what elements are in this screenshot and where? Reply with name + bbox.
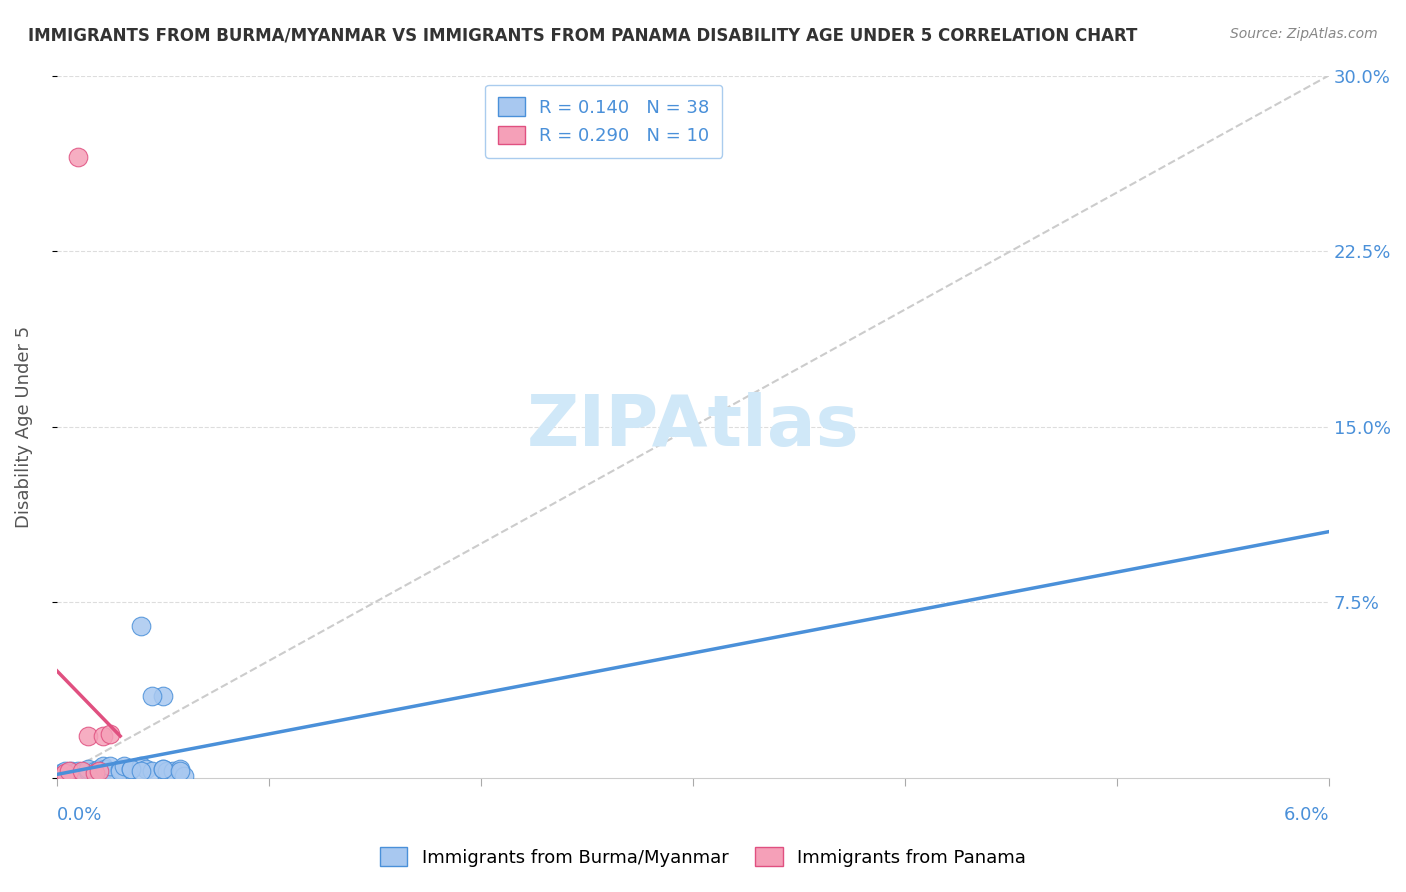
Point — [169, 764, 191, 778]
Point — [141, 689, 163, 703]
Point — [60, 764, 83, 778]
Point — [52, 769, 75, 783]
Text: 6.0%: 6.0% — [1284, 806, 1329, 824]
Point — [141, 764, 163, 778]
Point — [98, 759, 121, 773]
Text: 0.0%: 0.0% — [56, 806, 103, 824]
Point — [70, 766, 93, 780]
Legend: Immigrants from Burma/Myanmar, Immigrants from Panama: Immigrants from Burma/Myanmar, Immigrant… — [373, 840, 1033, 874]
Text: Source: ZipAtlas.com: Source: ZipAtlas.com — [1230, 27, 1378, 41]
Point — [62, 766, 84, 780]
Point — [131, 619, 153, 633]
Point — [91, 759, 114, 773]
Text: ZIPAtlas: ZIPAtlas — [526, 392, 859, 461]
Point — [66, 766, 89, 780]
Point — [120, 762, 142, 776]
Point — [49, 766, 72, 780]
Point — [77, 762, 100, 776]
Text: IMMIGRANTS FROM BURMA/MYANMAR VS IMMIGRANTS FROM PANAMA DISABILITY AGE UNDER 5 C: IMMIGRANTS FROM BURMA/MYANMAR VS IMMIGRA… — [28, 27, 1137, 45]
Y-axis label: Disability Age Under 5: Disability Age Under 5 — [15, 326, 32, 528]
Point — [66, 151, 89, 165]
Point — [173, 769, 195, 783]
Point — [152, 762, 174, 776]
Point — [83, 766, 105, 780]
Point — [83, 764, 105, 778]
Point — [77, 764, 100, 778]
Point — [152, 689, 174, 703]
Point — [131, 759, 153, 773]
Point — [152, 762, 174, 776]
Point — [56, 766, 79, 780]
Point — [98, 726, 121, 740]
Point — [58, 764, 80, 778]
Point — [53, 766, 76, 780]
Point — [91, 729, 114, 743]
Point — [77, 729, 100, 743]
Point — [110, 762, 132, 776]
Point — [131, 764, 153, 778]
Point — [87, 764, 110, 778]
Point — [110, 764, 132, 778]
Point — [162, 764, 184, 778]
Point — [98, 764, 121, 778]
Point — [114, 759, 136, 773]
Point — [156, 764, 179, 778]
Point — [169, 762, 191, 776]
Point — [87, 762, 110, 776]
Point — [66, 764, 89, 778]
Point — [120, 762, 142, 776]
Point — [135, 762, 157, 776]
Point — [53, 764, 76, 778]
Point — [49, 769, 72, 783]
Point — [94, 762, 117, 776]
Legend: R = 0.140   N = 38, R = 0.290   N = 10: R = 0.140 N = 38, R = 0.290 N = 10 — [485, 85, 723, 158]
Point — [87, 764, 110, 778]
Point — [70, 764, 93, 778]
Point — [58, 769, 80, 783]
